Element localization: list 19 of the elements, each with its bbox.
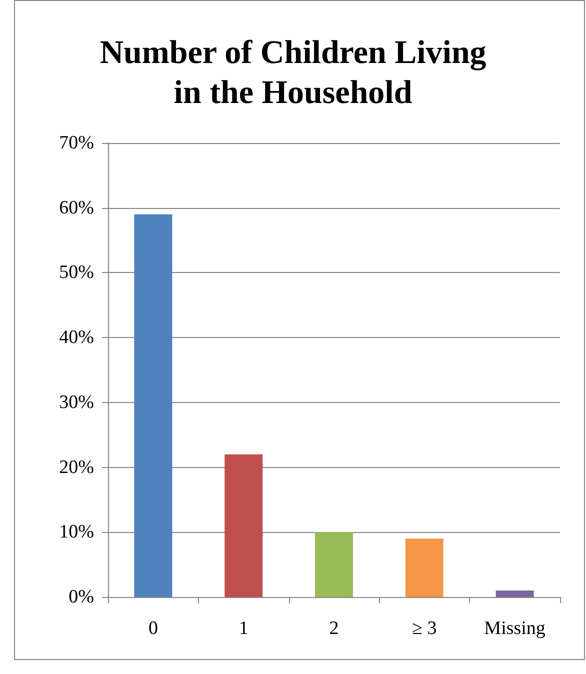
chart-title: Number of Children Living in the Household (100, 35, 487, 111)
y-tick-label: 30% (59, 392, 94, 413)
y-tick-label: 20% (59, 456, 94, 478)
bar (224, 454, 263, 597)
x-tick-label: ≥ 3 (412, 618, 437, 639)
y-tick-label: 70% (59, 132, 94, 154)
y-tick-label: 50% (59, 262, 94, 284)
x-tick-label: 0 (148, 618, 158, 639)
y-tick-label: 0% (68, 586, 94, 608)
bar (496, 590, 534, 597)
x-tick-label: 2 (329, 618, 339, 639)
y-tick-label: 10% (59, 522, 94, 543)
y-tick-label: 60% (59, 197, 94, 218)
bar (405, 538, 444, 597)
bar (315, 532, 353, 597)
y-tick-label: 40% (59, 327, 94, 348)
x-tick-label: Missing (484, 618, 546, 639)
bar (134, 214, 172, 597)
x-tick-label: 1 (238, 618, 248, 639)
